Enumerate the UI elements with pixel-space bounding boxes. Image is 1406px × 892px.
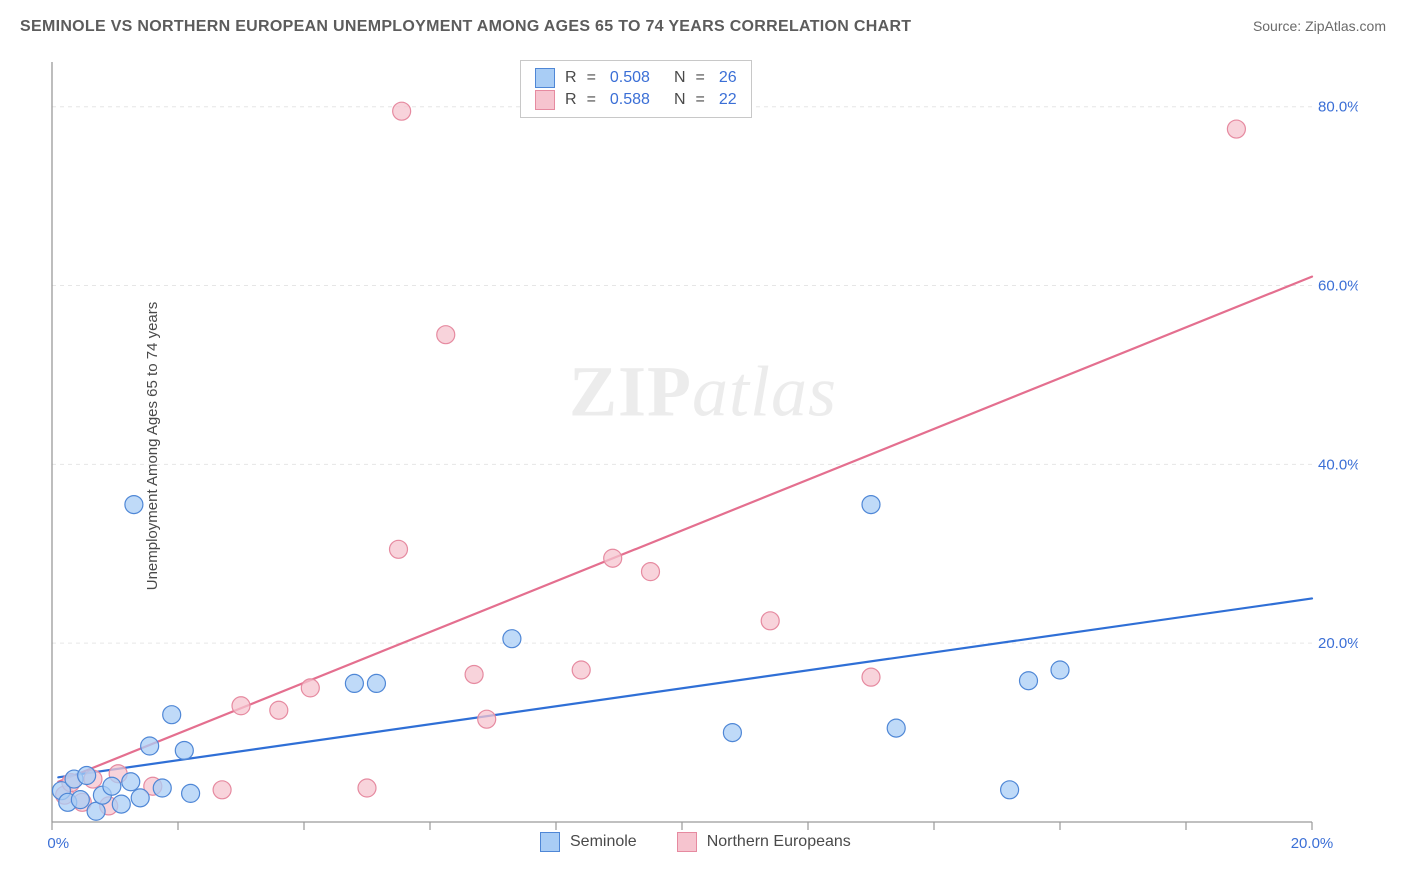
svg-text:20.0%: 20.0%: [1318, 635, 1358, 652]
n-label: N: [674, 67, 686, 89]
r-label: R: [565, 67, 577, 89]
series-legend: Seminole Northern Europeans: [540, 832, 851, 852]
eq-sign: =: [587, 89, 596, 111]
legend-row-neuro: R = 0.588 N = 22: [535, 89, 737, 111]
swatch-neuro-2: [677, 832, 697, 852]
n-value-neuro: 22: [719, 89, 737, 111]
correlation-legend: R = 0.508 N = 26 R = 0.588 N = 22: [520, 60, 752, 118]
scatter-chart-svg: 0.0% 20.0% 20.0% 40.0% 60.0% 80.0%: [48, 58, 1358, 848]
svg-text:40.0%: 40.0%: [1318, 456, 1358, 473]
svg-text:80.0%: 80.0%: [1318, 99, 1358, 116]
eq-sign: =: [696, 67, 705, 89]
eq-sign: =: [587, 67, 596, 89]
r-value-seminole: 0.508: [610, 67, 650, 89]
svg-text:20.0%: 20.0%: [1291, 835, 1334, 848]
legend-item-neuro: Northern Europeans: [677, 832, 851, 852]
r-value-neuro: 0.588: [610, 89, 650, 111]
source-label: Source:: [1253, 18, 1305, 34]
legend-row-seminole: R = 0.508 N = 26: [535, 67, 737, 89]
legend-label-seminole: Seminole: [570, 833, 637, 851]
source-credit: Source: ZipAtlas.com: [1253, 18, 1386, 34]
source-link[interactable]: ZipAtlas.com: [1305, 18, 1386, 34]
eq-sign: =: [696, 89, 705, 111]
swatch-seminole-2: [540, 832, 560, 852]
n-label: N: [674, 89, 686, 111]
chart-area: 0.0%20.0%20.0%40.0%60.0%80.0%: [48, 58, 1358, 818]
svg-text:0.0%: 0.0%: [48, 835, 69, 848]
legend-item-seminole: Seminole: [540, 832, 637, 852]
svg-text:60.0%: 60.0%: [1318, 278, 1358, 295]
legend-label-neuro: Northern Europeans: [707, 833, 851, 851]
r-label: R: [565, 89, 577, 111]
swatch-seminole: [535, 68, 555, 88]
chart-title: SEMINOLE VS NORTHERN EUROPEAN UNEMPLOYME…: [20, 18, 911, 36]
swatch-neuro: [535, 90, 555, 110]
n-value-seminole: 26: [719, 67, 737, 89]
